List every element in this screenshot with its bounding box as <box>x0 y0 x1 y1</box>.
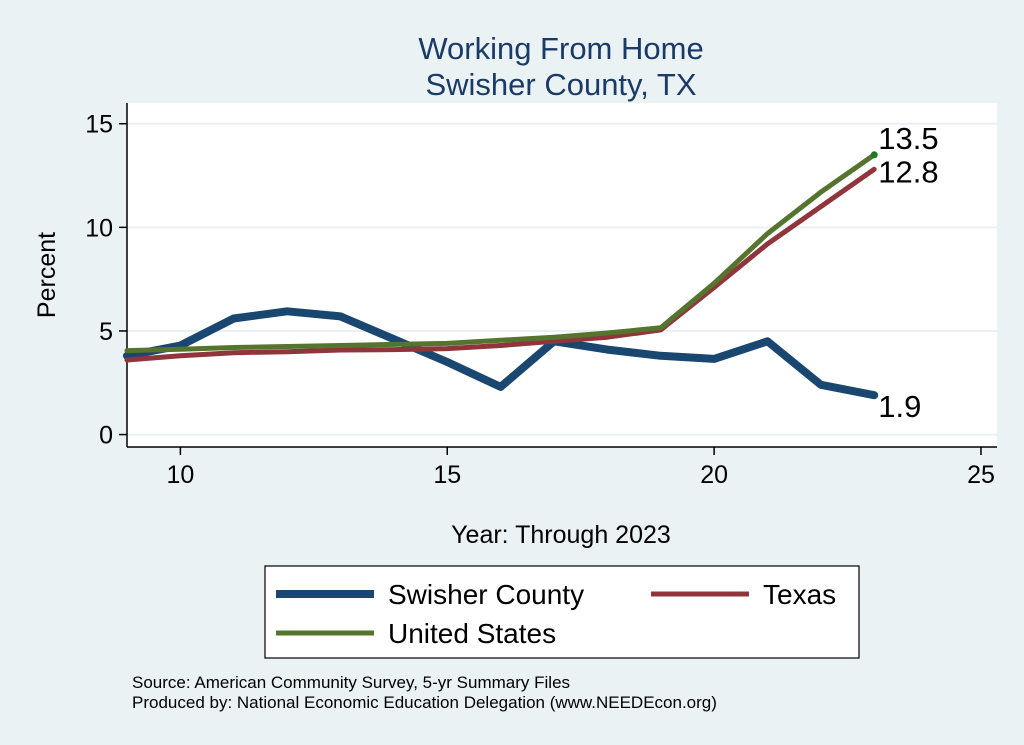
x-tick-label: 15 <box>433 461 461 489</box>
x-axis-title: Year: Through 2023 <box>451 521 671 549</box>
legend-label-texas: Texas <box>763 579 836 610</box>
tick-layer: 0 5 10 15 10 15 20 25 <box>85 111 995 489</box>
producer-note: Produced by: National Economic Education… <box>132 693 717 712</box>
chart-subtitle: Swisher County, TX <box>425 67 696 102</box>
x-tick-label: 10 <box>166 461 194 489</box>
chart-title: Working From Home <box>418 31 703 66</box>
series-layer <box>123 151 879 400</box>
end-label-layer: 1.9 12.813.5 <box>878 121 938 424</box>
source-note: Source: American Community Survey, 5-yr … <box>132 673 570 692</box>
y-tick-label: 15 <box>85 111 113 139</box>
x-tick-label: 25 <box>967 461 995 489</box>
legend-box <box>264 565 860 659</box>
y-tick-label: 5 <box>99 318 113 346</box>
legend-label-united-states: United States <box>388 618 556 649</box>
y-tick-label: 10 <box>85 214 113 242</box>
end-label-united-states: 13.5 <box>878 121 938 156</box>
grid-layer <box>127 122 997 436</box>
x-tick-label: 20 <box>700 461 728 489</box>
series-line-united-states <box>124 152 877 354</box>
series-line-texas <box>124 166 877 363</box>
y-tick-label: 0 <box>99 422 113 450</box>
legend: Swisher County Texas United States <box>264 565 860 659</box>
end-label-swisher-county: 1.9 <box>878 389 921 424</box>
end-point-united-states <box>870 151 878 159</box>
legend-label-swisher-county: Swisher County <box>388 579 584 610</box>
y-axis-title: Percent <box>33 232 61 318</box>
series-line-swisher-county <box>123 307 879 400</box>
end-label-texas: 12.8 <box>878 154 938 189</box>
axis-layer <box>126 103 997 448</box>
